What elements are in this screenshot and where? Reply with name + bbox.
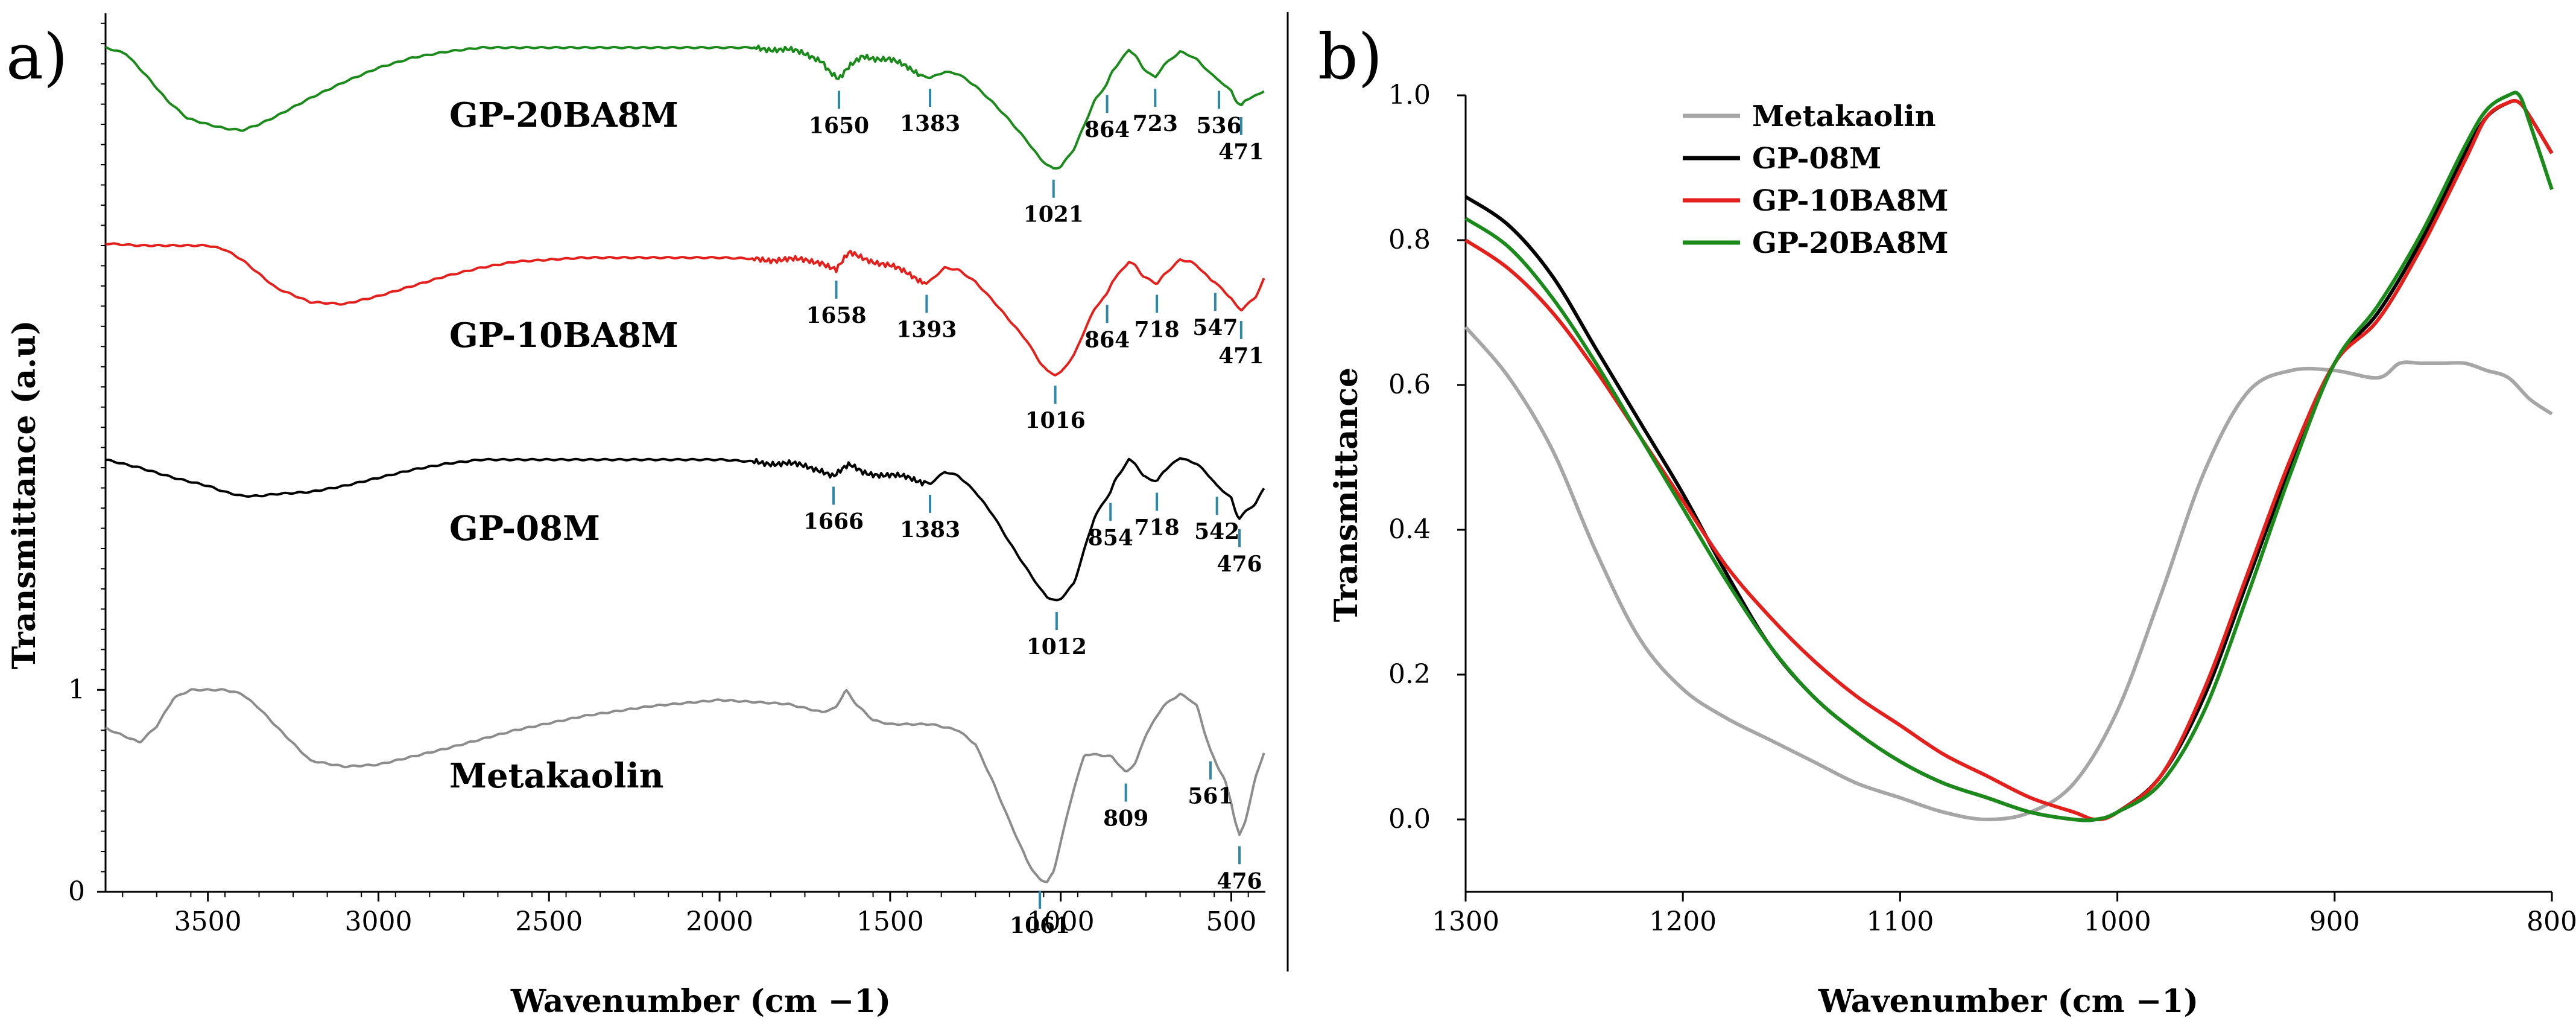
b-x-tick-label: 1000 (2084, 906, 2151, 937)
b-x-tick-label: 800 (2527, 906, 2576, 937)
a-peak-label: 864 (1084, 327, 1130, 352)
a-peak-label: 536 (1197, 113, 1242, 138)
a-peak-label: 1393 (896, 317, 957, 343)
b-y-tick-label: 0.8 (1388, 224, 1431, 255)
a-series-line-gp-08m (106, 457, 1265, 602)
a-peak-label: 1658 (806, 303, 866, 328)
a-series-line-gp-10ba8m (105, 242, 1265, 377)
b-x-tick-label: 1200 (1649, 906, 1717, 937)
panel-b: b) 1300 1200 1100 1000 900 800 0.0 0.2 0.4 0.6 0.8… (1318, 20, 2576, 1020)
a-x-tick-label: 2500 (515, 906, 583, 937)
panel-a-axes (104, 13, 1265, 893)
a-peak-label: 547 (1192, 315, 1238, 340)
b-y-tick-label: 0.6 (1388, 369, 1431, 400)
a-series-line-metakaolin (105, 688, 1265, 883)
b-legend-label: GP-10BA8M (1752, 184, 1949, 218)
a-peak-label: 1012 (1027, 634, 1087, 660)
panel-a: a) 3500 3000 2500 2000 1500 1000 500 0 1 GP-20BA… (6, 13, 1265, 1020)
a-peak-label: 471 (1218, 139, 1264, 165)
a-peak-label: 476 (1217, 868, 1262, 894)
panel-a-ticks: 3500 3000 2500 2000 1500 1000 500 0 1 (68, 22, 1256, 937)
a-peak-label: 718 (1135, 317, 1180, 343)
a-peak-label: 1383 (900, 517, 960, 542)
a-label-gp20: GP-20BA8M (449, 95, 679, 135)
a-peak-label: 1061 (1010, 913, 1070, 938)
panel-b-series (1464, 91, 2554, 822)
panel-a-series (105, 44, 1265, 883)
a-peak-label: 809 (1103, 806, 1148, 832)
a-peak-label: 1666 (803, 509, 864, 534)
a-x-tick-label: 3500 (174, 906, 242, 937)
a-peak-label: 1383 (900, 111, 960, 136)
b-series-line-metakaolin (1464, 326, 2553, 822)
a-y-tick-label: 1 (68, 674, 85, 705)
a-peak-label: 561 (1188, 784, 1233, 809)
b-x-tick-label: 1100 (1866, 906, 1934, 937)
a-label-gp08: GP-08M (449, 509, 600, 549)
a-x-tick-label: 1000 (1027, 906, 1095, 937)
b-legend-label: GP-08M (1752, 142, 1881, 176)
b-y-tick-label: 1.0 (1388, 80, 1431, 110)
a-x-tick-label: 3000 (344, 906, 412, 937)
a-label-gp10: GP-10BA8M (449, 316, 679, 355)
a-y-tick-label: 0 (68, 876, 85, 907)
panel-a-xlabel: Wavenumber (cm −1) (510, 983, 891, 1020)
b-y-tick-label: 0.4 (1388, 514, 1431, 545)
b-series-line-gp-10ba8m (1464, 99, 2554, 822)
panel-b-legend: Metakaolin GP-08M GP-10BA8M GP-20BA8M (1683, 100, 1949, 260)
a-series-line-gp-20ba8m (105, 44, 1265, 170)
panel-a-series-labels: GP-20BA8M GP-10BA8M GP-08M Metakaolin (449, 95, 679, 796)
a-peak-label: 854 (1088, 525, 1133, 550)
a-peak-label: 1021 (1024, 202, 1084, 227)
a-peak-label: 476 (1217, 552, 1262, 577)
panel-a-label: a) (6, 20, 68, 94)
b-y-tick-label: 0.0 (1388, 804, 1431, 835)
a-peak-label: 1650 (809, 113, 869, 138)
panel-b-xlabel: Wavenumber (cm −1) (1818, 983, 2198, 1020)
b-series-line-gp-08m (1464, 99, 2554, 822)
a-x-tick-label: 500 (1206, 906, 1256, 937)
a-peak-label: 1016 (1025, 408, 1085, 433)
a-x-tick-label: 2000 (686, 906, 753, 937)
b-legend-label: Metakaolin (1752, 100, 1936, 133)
a-peak-label: 542 (1194, 519, 1239, 544)
a-peak-label: 723 (1133, 111, 1178, 136)
b-x-tick-label: 1300 (1432, 906, 1499, 937)
a-peak-label: 471 (1218, 343, 1264, 369)
panel-b-axes (1464, 95, 2552, 893)
b-y-tick-label: 0.2 (1388, 659, 1431, 690)
a-label-metakaolin: Metakaolin (449, 756, 663, 796)
b-series-line-gp-20ba8m (1464, 91, 2554, 822)
a-peak-label: 718 (1135, 515, 1180, 541)
panel-b-label: b) (1318, 20, 1382, 94)
b-x-tick-label: 900 (2309, 906, 2360, 937)
b-legend-label: GP-20BA8M (1752, 226, 1949, 260)
panel-a-ylabel: Transmittance (a.u) (6, 320, 43, 669)
a-peak-label: 864 (1084, 117, 1130, 142)
panel-b-ticks: 1300 1200 1100 1000 900 800 0.0 0.2 0.4 0.6 0.8 1.0 (1388, 80, 2576, 937)
panel-b-ylabel: Transmittance (1328, 367, 1365, 622)
a-x-tick-label: 1500 (856, 906, 924, 937)
